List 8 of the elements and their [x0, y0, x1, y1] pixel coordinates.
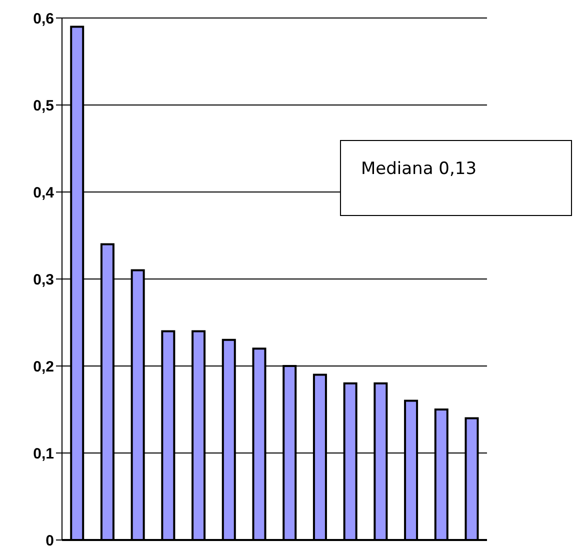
y-tick-label: 0,2	[33, 358, 54, 376]
y-tick-label: 0,1	[33, 445, 54, 462]
y-tick-label: 0	[46, 532, 54, 550]
y-tick-label: 0,3	[33, 271, 54, 288]
y-tick-label: 0,6	[33, 10, 54, 28]
y-tick-label: 0,4	[33, 184, 55, 202]
y-tick-label: 0,5	[33, 97, 54, 114]
text-box: Mediana 0,13	[340, 140, 572, 216]
